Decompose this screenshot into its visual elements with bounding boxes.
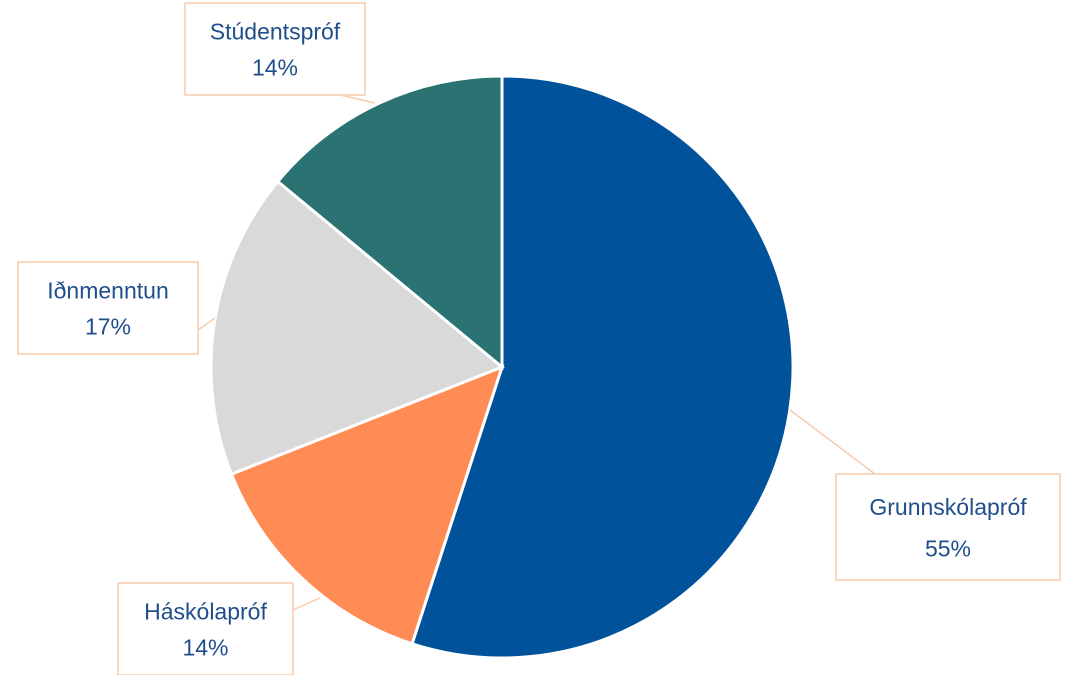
- slice-label: Háskólapróf: [144, 598, 267, 624]
- leader-line: [789, 409, 876, 475]
- slice-label: Stúdentspróf: [210, 18, 341, 44]
- slice-value-label: 17%: [85, 313, 131, 339]
- slice-value-label: 55%: [925, 535, 971, 561]
- pie-slice: [275, 74, 504, 371]
- leader-line: [197, 317, 216, 331]
- label-box: [184, 2, 366, 96]
- slice-label: Iðnmenntun: [47, 277, 168, 303]
- slice-label: Grunnskólapróf: [869, 494, 1027, 520]
- slice-value-label: 14%: [182, 634, 228, 660]
- leader-line: [339, 94, 376, 104]
- slice-value-label: 14%: [252, 54, 298, 80]
- label-box: [17, 261, 199, 355]
- pie-slice: [410, 74, 795, 660]
- label-box: [835, 473, 1061, 581]
- leader-line: [292, 597, 321, 611]
- pie-slice: [229, 364, 505, 646]
- pie-slice: [209, 179, 505, 477]
- label-box: [117, 582, 294, 675]
